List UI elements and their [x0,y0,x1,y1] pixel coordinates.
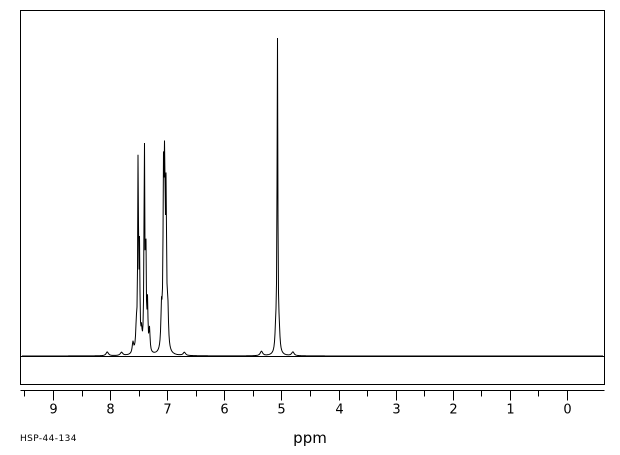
plot-frame [19,9,606,386]
x-axis-title: ppm [293,429,327,447]
x-axis-tick-label: 9 [49,403,57,418]
x-axis-tick-label: 1 [506,403,514,418]
spectrum-trace [22,37,603,357]
x-axis-tick-label: 7 [163,403,171,418]
x-axis-tick-label: 5 [277,403,285,418]
x-axis-tick-label: 2 [449,403,457,418]
x-axis-ticks [23,390,569,401]
x-axis-tick-labels: 9 8 7 6 5 4 3 2 1 0 [49,403,571,418]
x-axis-tick-label: 3 [392,403,400,418]
x-axis-tick-label: 0 [563,403,571,418]
x-axis-tick-label: 8 [106,403,114,418]
sample-id-label: HSP-44-134 [20,434,77,444]
x-axis-tick-label: 6 [220,403,228,418]
x-axis-tick-label: 4 [335,403,343,418]
